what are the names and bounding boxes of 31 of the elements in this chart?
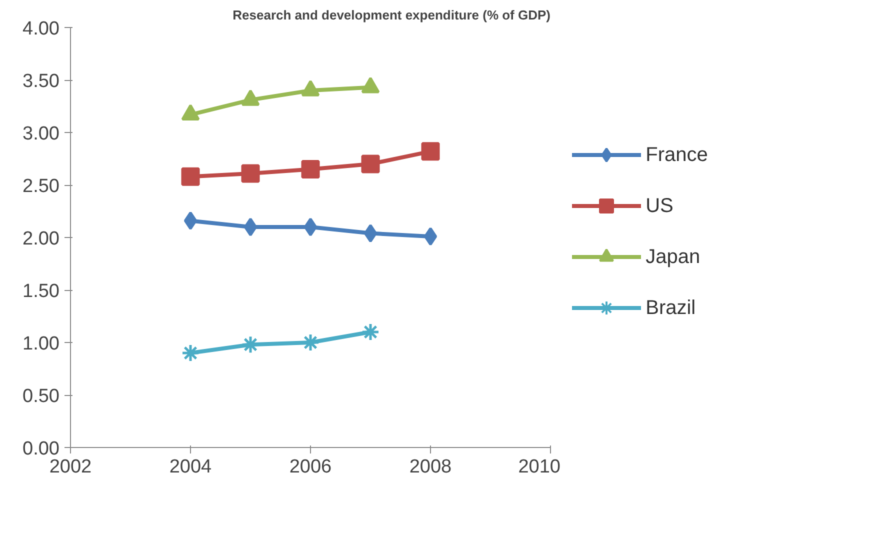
x-tick-label: 2008 [409,456,452,478]
point [184,211,198,230]
chart-title: Research and development expenditure (% of GDP) [232,8,551,22]
x-tick-label: 2004 [169,456,212,478]
y-tick-label: 4.00 [22,18,60,40]
point [244,218,258,236]
x-tick-label: 2010 [518,456,561,478]
y-tick-label: 3.00 [22,124,60,144]
y-tick-label: 3.50 [22,71,60,92]
legend-label: Japan [646,246,700,268]
y-tick-label: 0.50 [22,386,60,407]
legend-label: US [646,195,674,217]
y-tick-label: 0.00 [22,438,60,460]
point [241,164,260,183]
y-tick-label: 2.00 [22,228,60,250]
point [361,322,380,342]
y-tick-label: 1.50 [22,281,60,302]
y-tick-label: 2.50 [22,176,60,197]
point [301,160,320,178]
point [421,142,440,161]
x-tick-label: 2002 [49,456,92,478]
legend-label: Brazil [646,297,696,319]
point [181,344,200,362]
point [424,227,438,246]
x-tick-label: 2006 [289,456,332,478]
legend-label: France [646,144,708,166]
point [304,218,318,236]
point [364,224,378,243]
y-tick-label: 1.00 [22,334,60,354]
point [181,167,200,186]
point [361,154,380,174]
